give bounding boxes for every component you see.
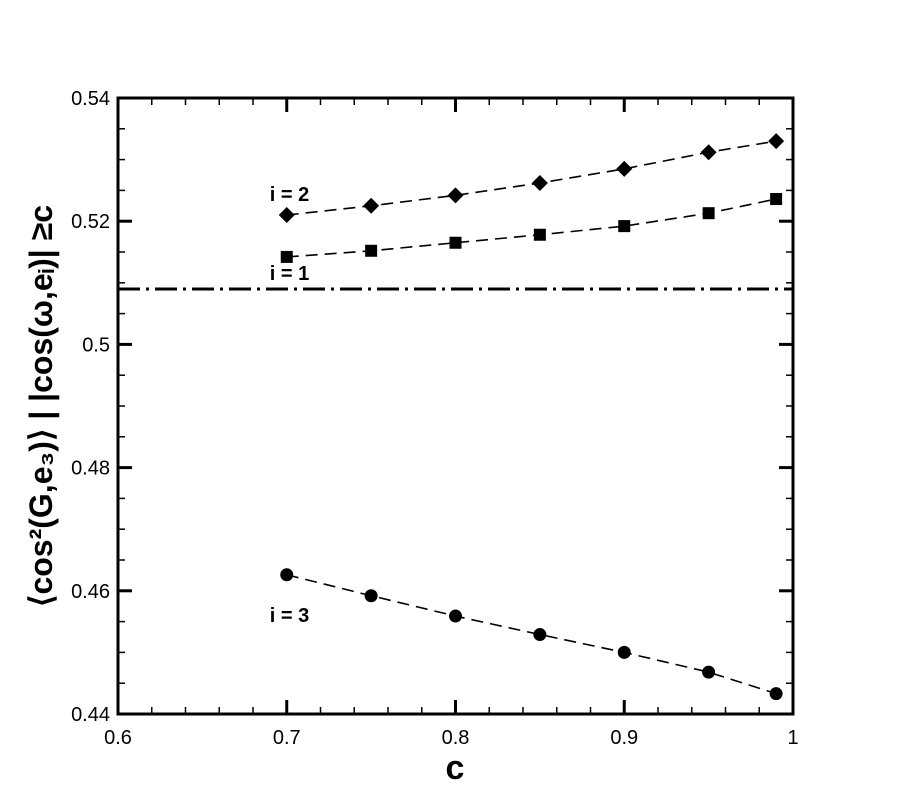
data-point-square: [770, 193, 783, 206]
data-point-diamond: [363, 197, 380, 214]
plot-frame: [116, 96, 795, 716]
x-axis-title: c: [446, 749, 465, 787]
data-point-diamond: [447, 187, 464, 204]
x-tick-label: 0.8: [442, 727, 470, 749]
y-tick-label: 0.48: [71, 458, 110, 480]
data-point-circle: [364, 589, 378, 603]
series-label: i = 3: [270, 605, 309, 627]
y-tick-label: 0.46: [71, 581, 110, 603]
data-point-circle: [449, 609, 462, 623]
series-markers: [278, 133, 785, 701]
data-point-square: [449, 236, 462, 249]
data-point-circle: [533, 628, 547, 642]
data-point-square: [533, 228, 546, 241]
y-tick-label: 0.54: [71, 88, 110, 110]
x-tick-labels: 0.6 0.7 0.8 0.9 1: [104, 727, 798, 749]
series-label: i = 2: [270, 184, 309, 206]
x-tick-label: 1: [787, 727, 798, 749]
data-point-square: [618, 220, 631, 233]
x-tick-label: 0.9: [610, 727, 638, 749]
x-tick-label: 0.6: [104, 727, 132, 749]
data-point-square: [702, 207, 715, 220]
series-lines: [286, 140, 777, 695]
data-point-circle: [280, 568, 294, 582]
data-point-diamond: [278, 207, 295, 224]
data-point-diamond: [700, 144, 717, 161]
data-point-diamond: [616, 160, 633, 177]
data-point-circle: [617, 645, 631, 659]
data-point-square: [280, 250, 293, 263]
data-point-circle: [769, 687, 783, 701]
data-point-circle: [702, 665, 716, 679]
data-point-diamond: [768, 133, 785, 150]
data-point-diamond: [531, 175, 548, 192]
x-tick-label: 0.7: [273, 727, 301, 749]
y-axis-title: ⟨cos²(G,e₃)⟩ | |cos(ω,eᵢ)| ≥c: [23, 205, 59, 607]
data-point-square: [365, 244, 378, 257]
y-tick-label: 0.5: [82, 334, 110, 356]
series-line: [286, 574, 777, 695]
y-tick-label: 0.44: [71, 704, 110, 726]
y-tick-label: 0.52: [71, 211, 110, 233]
series-labels: i = 2 i = 1 i = 3: [270, 184, 309, 627]
y-tick-labels: 0.44 0.46 0.48 0.5 0.52 0.54: [71, 88, 110, 726]
series-label: i = 1: [270, 263, 309, 285]
